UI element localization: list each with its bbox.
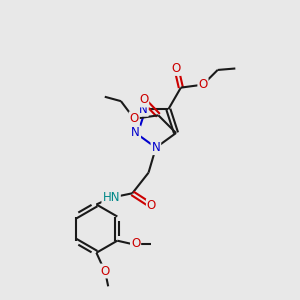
Text: O: O xyxy=(139,94,148,106)
Text: O: O xyxy=(130,112,139,125)
Text: O: O xyxy=(131,237,140,250)
Text: O: O xyxy=(198,78,208,91)
Text: O: O xyxy=(172,62,181,75)
Text: N: N xyxy=(152,141,160,154)
Text: N: N xyxy=(131,127,140,140)
Text: O: O xyxy=(147,199,156,212)
Text: O: O xyxy=(100,265,110,278)
Text: HN: HN xyxy=(102,191,120,204)
Text: N: N xyxy=(139,103,148,116)
